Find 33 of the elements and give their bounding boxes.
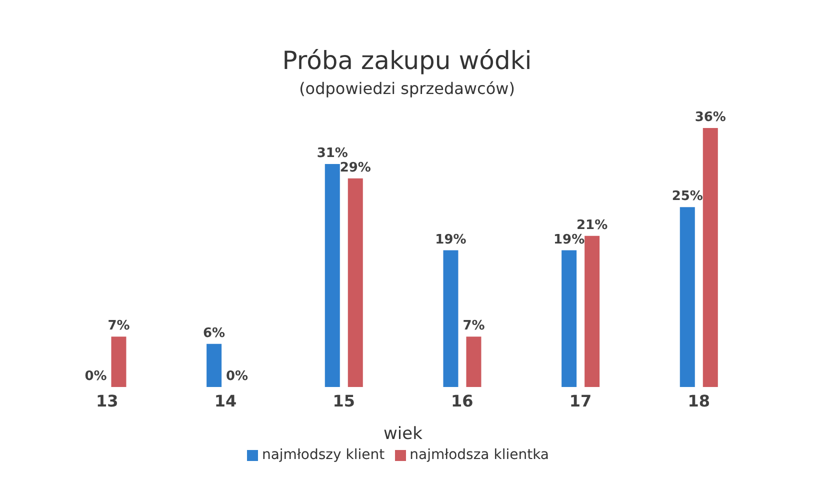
bar [584, 236, 600, 387]
x-tick-label: 18 [688, 391, 710, 410]
bar [111, 336, 126, 387]
data-label: 25% [672, 189, 703, 204]
data-label: 7% [108, 318, 130, 334]
legend-label: najmłodsza klientka [410, 447, 550, 463]
bar [466, 336, 482, 387]
x-axis-title: wiek [384, 424, 423, 444]
data-label: 0% [226, 368, 248, 384]
data-label: 36% [694, 110, 726, 125]
bar [348, 178, 363, 387]
bar [443, 250, 458, 387]
x-tick-label: 15 [332, 391, 355, 410]
chart-title: Próba zakupu wódki [281, 46, 533, 75]
data-label: 19% [435, 232, 466, 248]
data-label: 0% [84, 368, 107, 384]
bar [702, 128, 718, 387]
data-label: 29% [340, 160, 371, 176]
data-label: 31% [316, 146, 348, 161]
bar [324, 164, 340, 387]
x-tick-label: 14 [214, 391, 237, 410]
chart-subtitle: (odpowiedzi sprzedawców) [298, 79, 516, 98]
legend-label: najmłodszy klient [262, 447, 385, 463]
data-label: 19% [554, 232, 585, 248]
data-label: 6% [203, 326, 226, 341]
data-label: 21% [576, 218, 608, 233]
x-tick-label: 13 [96, 391, 118, 410]
data-label: 7% [462, 318, 485, 334]
bar [206, 344, 222, 387]
x-tick-label: 17 [569, 391, 592, 410]
bar [680, 207, 695, 387]
x-tick-label: 16 [451, 391, 474, 410]
bar [562, 250, 577, 387]
